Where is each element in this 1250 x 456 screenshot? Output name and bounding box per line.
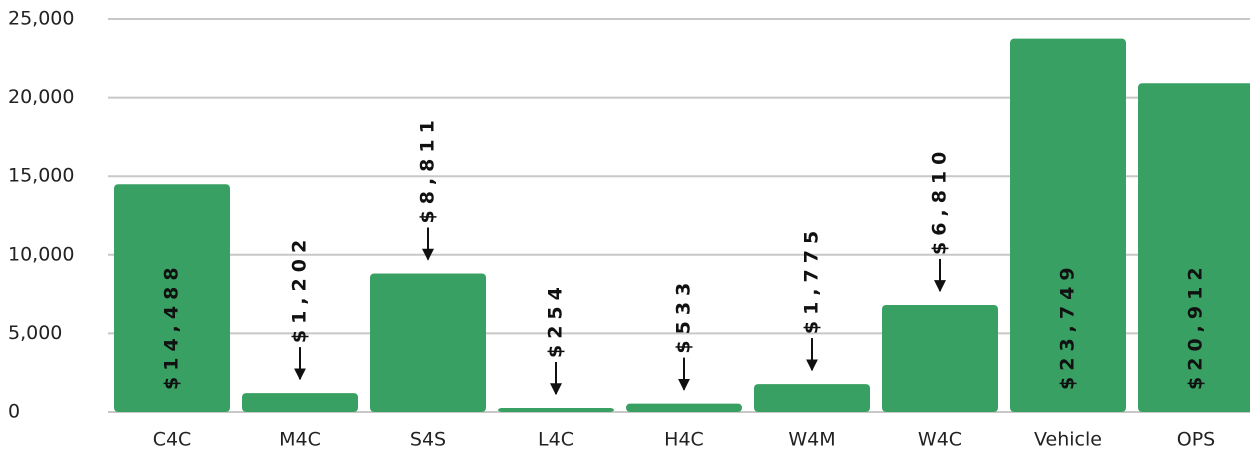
y-tick-label: 20,000 — [8, 86, 74, 108]
y-tick-label: 10,000 — [8, 243, 74, 265]
x-tick-label: W4M — [788, 429, 835, 451]
x-tick-label: OPS — [1177, 429, 1215, 451]
value-label: $8,811 — [417, 114, 439, 223]
value-label: $1,775 — [801, 225, 823, 334]
x-tick-label: Vehicle — [1034, 429, 1102, 451]
bar — [114, 184, 230, 412]
value-label: $20,912 — [1185, 261, 1207, 390]
value-label: $14,488 — [161, 261, 183, 390]
bar — [242, 393, 358, 412]
x-tick-label: L4C — [538, 429, 574, 451]
bar — [754, 384, 870, 412]
x-tick-label: C4C — [153, 429, 192, 451]
value-label: $1,202 — [289, 234, 311, 343]
bar — [1138, 83, 1250, 412]
bar — [882, 304, 998, 412]
y-tick-label: 0 — [8, 401, 20, 423]
value-label: $6,810 — [929, 146, 951, 255]
bar — [626, 403, 742, 412]
bar — [370, 273, 486, 412]
y-tick-label: 5,000 — [8, 322, 62, 344]
y-tick-label: 25,000 — [8, 8, 74, 30]
x-tick-label: S4S — [410, 429, 446, 451]
x-tick-label: H4C — [664, 429, 704, 451]
y-tick-label: 15,000 — [8, 165, 74, 187]
value-label: $533 — [673, 277, 695, 354]
bar — [1010, 38, 1126, 413]
bar — [498, 408, 614, 412]
x-tick-label: W4C — [918, 429, 962, 451]
value-label: $23,749 — [1057, 261, 1079, 390]
value-label: $254 — [545, 281, 567, 358]
x-tick-label: M4C — [279, 429, 321, 451]
